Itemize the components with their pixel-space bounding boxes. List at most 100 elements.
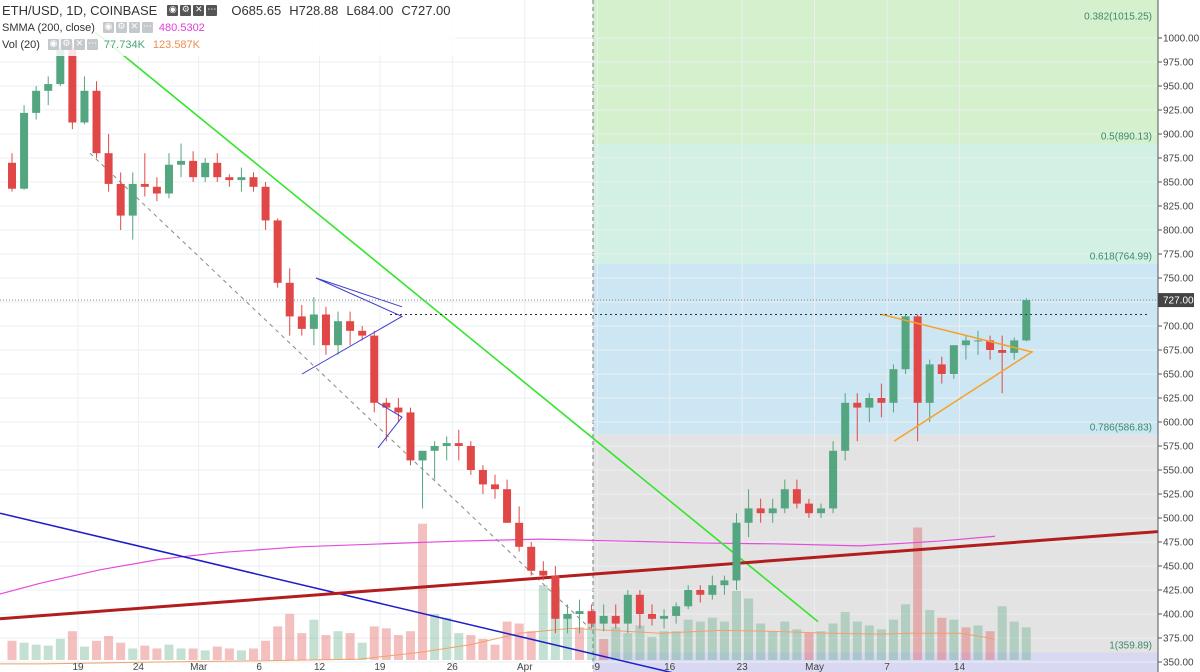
volume-bar bbox=[973, 625, 983, 660]
volume-bar bbox=[949, 619, 959, 660]
volume-bar bbox=[852, 621, 862, 660]
settings-icon[interactable]: ⚙ bbox=[60, 39, 72, 50]
trendlines bbox=[0, 31, 1161, 672]
price-tick-label: 375.00 bbox=[1163, 634, 1194, 645]
time-tick-label: 19 bbox=[72, 662, 84, 672]
candle-body bbox=[68, 47, 77, 123]
candle-body bbox=[128, 183, 137, 216]
fib-level-label: 0.382(1015.25) bbox=[1084, 11, 1152, 22]
time-tick-label: 16 bbox=[664, 662, 676, 672]
chart-legend: ETH/USD, 1D, COINBASE ◉ ⚙ ✕ ⋯ O685.65 H7… bbox=[0, 0, 455, 56]
price-tick-label: 575.00 bbox=[1163, 442, 1194, 453]
volume-bar bbox=[695, 621, 705, 660]
ascending-triangle bbox=[881, 313, 1034, 442]
candle-body bbox=[527, 546, 536, 571]
volume-bar bbox=[79, 646, 89, 660]
volume-bar bbox=[864, 625, 874, 660]
volume-bar bbox=[321, 635, 331, 660]
more-icon[interactable]: ⋯ bbox=[86, 39, 98, 50]
price-tick-label: 500.00 bbox=[1163, 514, 1194, 525]
volume-bar bbox=[405, 631, 415, 660]
volume-bar bbox=[575, 627, 585, 660]
candle-body bbox=[370, 335, 379, 403]
time-tick-label: May bbox=[805, 662, 824, 672]
candle-body bbox=[961, 340, 970, 346]
fib-level-label: 0.618(764.99) bbox=[1090, 252, 1152, 263]
volume-bar bbox=[683, 619, 693, 660]
candle-body bbox=[478, 470, 487, 485]
price-tick-label: 425.00 bbox=[1163, 586, 1194, 597]
price-tick-label: 550.00 bbox=[1163, 466, 1194, 477]
candle-body bbox=[358, 330, 367, 336]
price-tick-label: 525.00 bbox=[1163, 490, 1194, 501]
candle-body bbox=[285, 282, 294, 317]
volume-bar bbox=[297, 633, 307, 660]
volume-bar bbox=[55, 638, 65, 660]
candle-body bbox=[925, 364, 934, 403]
symbol-title[interactable]: ETH/USD, 1D, COINBASE bbox=[2, 3, 158, 18]
volume-bar bbox=[804, 633, 814, 660]
current-price-badge bbox=[1158, 293, 1194, 308]
volume-bar bbox=[345, 633, 355, 660]
small-pennant bbox=[377, 402, 403, 449]
volume-bar bbox=[164, 644, 174, 660]
close-icon[interactable]: ✕ bbox=[73, 39, 85, 50]
volume-bar bbox=[104, 636, 114, 660]
time-tick-label: 19 bbox=[374, 662, 386, 672]
candle-body bbox=[587, 611, 596, 624]
candle-body bbox=[1010, 340, 1019, 353]
vol-label[interactable]: Vol (20) bbox=[2, 38, 40, 51]
time-tick-label: 24 bbox=[133, 662, 145, 672]
candle-body bbox=[937, 364, 946, 374]
candle-body bbox=[660, 615, 669, 619]
vol-value-2: 123.587K bbox=[152, 38, 201, 51]
settings-icon[interactable]: ⚙ bbox=[180, 5, 192, 16]
more-icon[interactable]: ⋯ bbox=[141, 22, 153, 33]
volume-bar bbox=[116, 642, 126, 660]
close-icon[interactable]: ✕ bbox=[128, 22, 140, 33]
candle-body bbox=[20, 112, 29, 189]
candle-body bbox=[44, 84, 53, 91]
volume-bar bbox=[140, 645, 150, 660]
close-icon[interactable]: ✕ bbox=[193, 5, 205, 16]
ohlc-open: O685.65 bbox=[231, 3, 282, 18]
eye-icon[interactable]: ◉ bbox=[47, 39, 59, 50]
volume-bar bbox=[768, 631, 778, 660]
candle-body bbox=[297, 316, 306, 329]
volume-bar bbox=[997, 606, 1007, 660]
candle-body bbox=[599, 615, 608, 624]
price-tick-label: 925.00 bbox=[1163, 106, 1194, 117]
volume-bar bbox=[1009, 621, 1019, 660]
axis-background bbox=[1158, 0, 1200, 672]
volume-bar bbox=[599, 638, 609, 660]
price-tick-label: 900.00 bbox=[1163, 130, 1194, 141]
ma-label[interactable]: SMMA (200, close) bbox=[2, 21, 95, 34]
candle-body bbox=[829, 450, 838, 509]
volume-bar bbox=[92, 640, 102, 660]
candle-body bbox=[901, 316, 910, 370]
volume-bar bbox=[43, 645, 53, 660]
ohlc-high: H728.88 bbox=[289, 3, 339, 18]
candle-body bbox=[394, 407, 403, 413]
legend-main-row: ETH/USD, 1D, COINBASE ◉ ⚙ ✕ ⋯ O685.65 H7… bbox=[2, 2, 451, 19]
more-icon[interactable]: ⋯ bbox=[206, 5, 218, 16]
volume-bar bbox=[466, 635, 476, 660]
time-tick-label: 9 bbox=[594, 662, 600, 672]
price-tick-label: 450.00 bbox=[1163, 562, 1194, 573]
volume-bar bbox=[224, 648, 234, 660]
volume-bar bbox=[128, 648, 138, 660]
annotations: 0.382(1015.25) 0.5(890.13) 0.618(764.99) 0.… bbox=[0, 11, 1158, 652]
settings-icon[interactable]: ⚙ bbox=[115, 22, 127, 33]
volume-bar bbox=[502, 621, 512, 660]
candle-body bbox=[575, 611, 584, 614]
time-tick-label: 23 bbox=[737, 662, 749, 672]
volume-bar bbox=[732, 590, 741, 660]
candle-body bbox=[804, 503, 813, 514]
eye-icon[interactable]: ◉ bbox=[167, 5, 179, 16]
eye-icon[interactable]: ◉ bbox=[102, 22, 114, 33]
volume-bar bbox=[611, 627, 621, 660]
volume-bar bbox=[309, 619, 319, 660]
volume-bar bbox=[430, 613, 440, 660]
vol-value-1: 77.734K bbox=[103, 38, 145, 51]
